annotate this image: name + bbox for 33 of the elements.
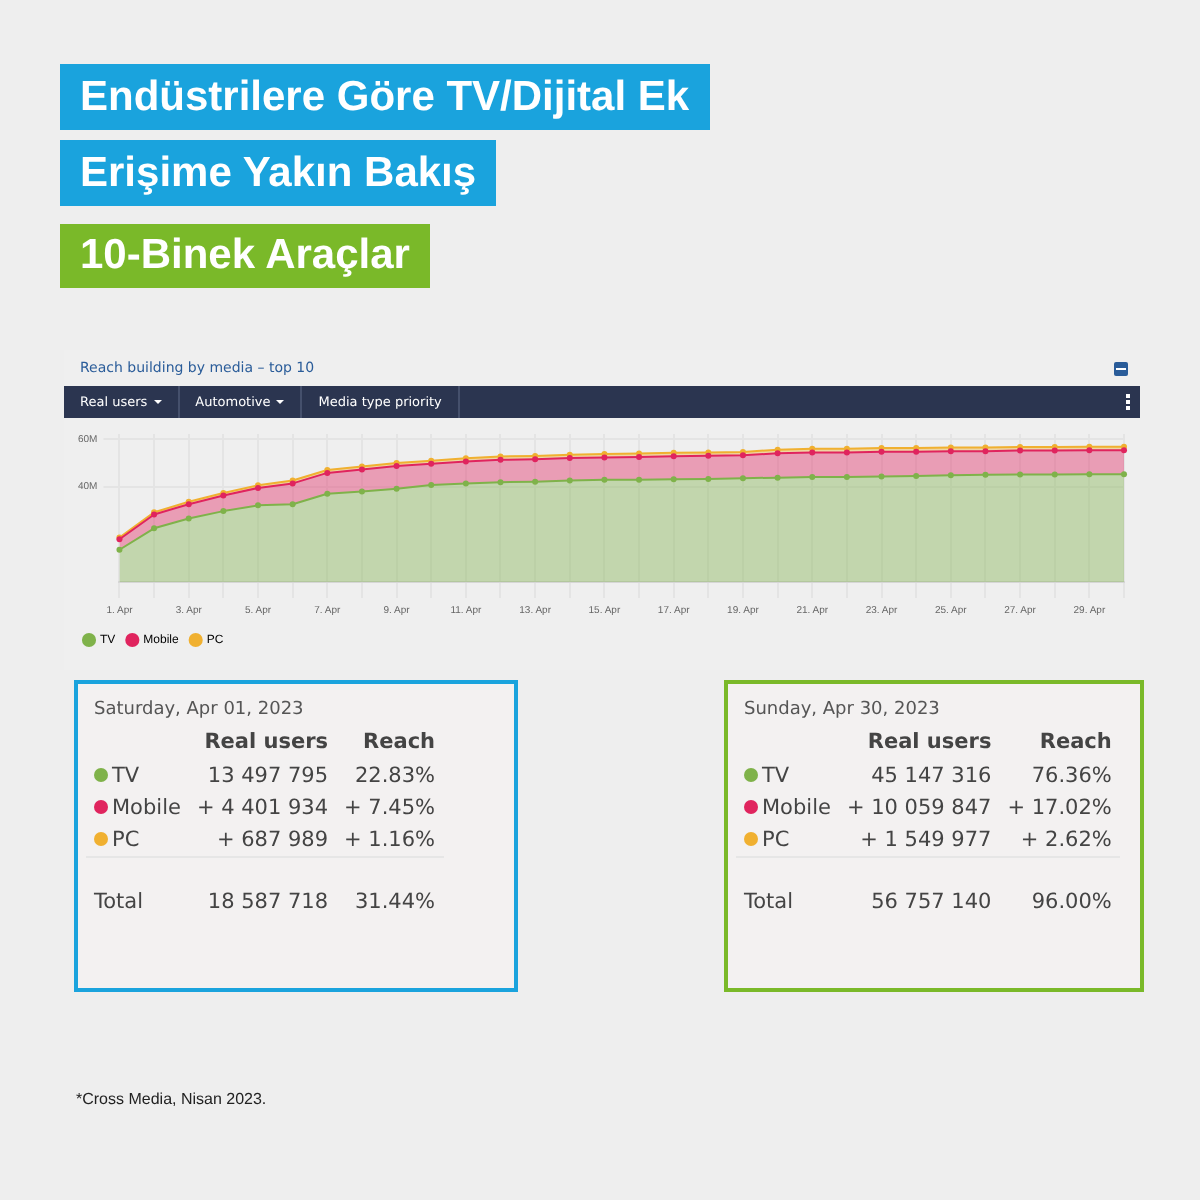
text: Real users	[202, 728, 331, 758]
text: Saturday, Apr 01, 2023	[94, 700, 306, 720]
text: Reach	[361, 728, 438, 758]
text: 45 147 316	[869, 762, 994, 792]
text: Endüstrilere Göre TV/Dijital Ek Erişime Yakın Bakış	[60, 64, 710, 206]
text: Sunday, Apr 30, 2023	[744, 700, 942, 720]
text: TV	[110, 762, 142, 792]
text: PC	[110, 826, 142, 856]
text: 56 757 140	[838, 857, 1000, 918]
text: 22.83%	[352, 762, 438, 792]
text: Mobile	[760, 794, 833, 824]
text: + 1 549 977	[858, 826, 994, 856]
text: + 4 401 934	[194, 794, 331, 824]
text: PC	[760, 826, 792, 856]
text: + 687 989	[214, 826, 331, 856]
text: Real users	[865, 728, 994, 758]
text: + 10 059 847	[844, 794, 994, 824]
text: *Cross Media, Nisan 2023.	[76, 1090, 267, 1108]
text: 18 587 718	[188, 857, 337, 918]
text: 96.00%	[999, 857, 1120, 918]
text: + 2.62%	[1018, 826, 1114, 856]
text: 31.44%	[336, 857, 444, 918]
text: 13 497 795	[205, 762, 331, 792]
text: 76.36%	[1029, 762, 1114, 792]
text: Mobile	[110, 794, 183, 824]
text: Total	[86, 857, 189, 918]
text: 10-Binek Araçlar	[60, 224, 430, 288]
text: + 1.16%	[342, 826, 438, 856]
text: + 17.02%	[1005, 794, 1114, 824]
text: Reach	[1037, 728, 1114, 758]
text: Total	[736, 857, 839, 918]
text: TV	[760, 762, 792, 792]
text: + 7.45%	[342, 794, 438, 824]
